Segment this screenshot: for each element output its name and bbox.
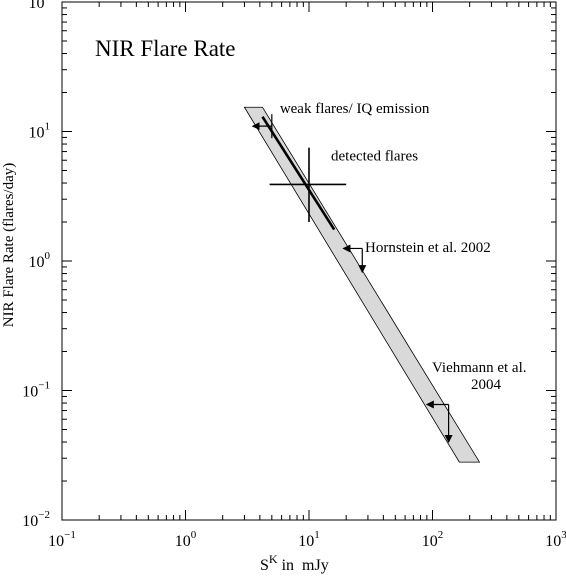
y-tick-label-exp: 1: [45, 121, 51, 133]
x-tick-label-exp: −1: [64, 529, 76, 541]
x-tick-label-exp: 2: [438, 529, 444, 541]
x-axis-label-sup: K: [269, 552, 278, 566]
detected-flares-label: detected flares: [331, 149, 418, 165]
x-tick-label: 102: [422, 529, 444, 550]
y-tick-label: 102: [29, 0, 51, 12]
x-tick-label-base: 10: [175, 533, 191, 550]
y-tick-label: 100: [29, 250, 51, 271]
y-tick-label-base: 10: [29, 125, 45, 142]
x-axis-label-s: S: [260, 557, 269, 574]
y-tick-label-base: 10: [29, 0, 45, 12]
limit-label: Viehmann et al.: [432, 360, 526, 376]
flux-band: [243, 106, 481, 463]
x-tick-label: 101: [298, 529, 320, 550]
limit-label: weak flares/ IQ emission: [280, 101, 430, 117]
plot-frame: [61, 1, 557, 521]
y-tick-label: 10−2: [22, 509, 50, 530]
y-tick-label-exp: 0: [45, 250, 51, 262]
limit-label-line2: 2004: [471, 377, 502, 393]
x-tick-label-base: 10: [422, 533, 438, 550]
x-tick-label: 10−1: [48, 529, 76, 550]
x-axis-label-unit: in mJy: [278, 557, 329, 574]
y-tick-label-exp: 2: [45, 0, 51, 3]
y-tick-label: 101: [29, 121, 51, 142]
x-tick-label: 103: [545, 529, 566, 550]
y-tick-label-base: 10: [22, 513, 38, 530]
x-axis-label: SK in mJy: [260, 552, 329, 574]
y-tick-label-base: 10: [22, 384, 38, 401]
x-tick-label: 100: [175, 529, 197, 550]
chart-title: NIR Flare Rate: [95, 36, 236, 61]
data-marks: detected flares weak flares/ IQ emission H…: [251, 101, 526, 444]
y-tick-label-base: 10: [29, 254, 45, 271]
y-tick-label: 10−1: [22, 380, 50, 401]
x-tick-label-exp: 0: [191, 529, 197, 541]
x-tick-label-base: 10: [48, 533, 64, 550]
x-tick-label-exp: 3: [561, 529, 566, 541]
x-tick-label-base: 10: [298, 533, 314, 550]
y-axis-label: NIR Flare Rate (flares/day): [1, 163, 17, 328]
y-tick-label-exp: −1: [38, 380, 50, 392]
flux-band-layer: [243, 106, 481, 463]
x-tick-label-exp: 1: [314, 529, 320, 541]
limit-label: Hornstein et al. 2002: [365, 240, 491, 256]
y-tick-label-exp: −2: [38, 509, 50, 521]
fit-line: [261, 116, 336, 231]
x-tick-label-base: 10: [545, 533, 561, 550]
